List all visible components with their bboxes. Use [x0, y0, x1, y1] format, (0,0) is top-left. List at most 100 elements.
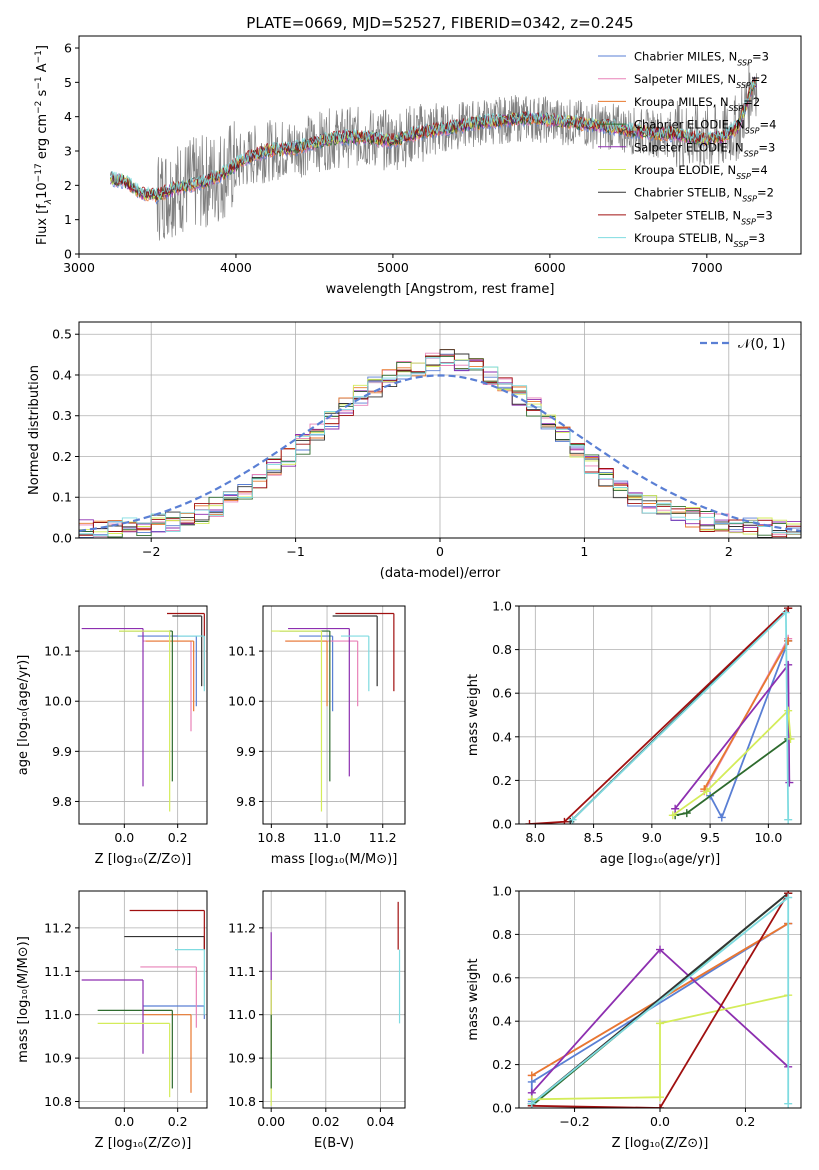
legend-suffix: =3 [752, 50, 769, 64]
x-tick-label: 11.2 [369, 830, 397, 845]
weight-point-marker [682, 809, 691, 818]
y-label-part: Flux [f [35, 204, 50, 245]
x-axis-label: (data-model)/error [380, 566, 501, 581]
x-tick-label: 9.5 [700, 830, 720, 845]
histogram-step [79, 357, 801, 538]
y-tick-label: 0.0 [492, 817, 512, 832]
y-axis-label: age [log₁₀(age/yr)] [16, 655, 31, 776]
legend-suffix: =2 [743, 95, 760, 109]
y-tick-label: 6 [64, 41, 72, 56]
y-tick-label: 10.8 [44, 1094, 72, 1109]
axes-frame [518, 605, 802, 825]
x-tick-label: 0.00 [257, 1114, 285, 1129]
x-tick-label: 8.5 [584, 830, 604, 845]
x-axis-label: Z [log₁₀(Z/Z⊙)] [95, 852, 192, 867]
y-label-part: s [35, 89, 50, 100]
y-tick-label: 0.6 [492, 970, 512, 985]
axes-frame [262, 890, 406, 1109]
y-tick-label: 0.4 [52, 367, 72, 382]
y-tick-label: 0.4 [492, 1014, 512, 1029]
x-tick-label: 0.0 [114, 1114, 134, 1129]
legend-subscript: SSP [736, 81, 751, 90]
legend-label: 𝒩(0, 1) [738, 337, 785, 352]
legend-label: Kroupa MILES, NSSP=2 [634, 95, 760, 113]
weight-point-marker [527, 1099, 536, 1108]
x-axis-label: wavelength [Angstrom, rest frame] [326, 282, 555, 297]
weight-point-marker [527, 1071, 536, 1080]
legend-suffix: =3 [756, 208, 773, 222]
y-tick-label: 11.1 [44, 964, 72, 979]
weight-point-marker [656, 1093, 664, 1102]
weight-series-line [571, 610, 790, 821]
y-tick-label: 3 [64, 144, 72, 159]
age-vs-metallicity-panel: 0.0 0.2 9.8 9.9 10.0 10.1 Z [log₁₀(Z/Z⊙)] age [… [16, 605, 208, 867]
legend-label: Chabrier MILES, NSSP=3 [634, 50, 769, 68]
weight-series-line [703, 640, 789, 790]
x-axis-label: Z [log₁₀(Z/Z⊙)] [95, 1136, 192, 1151]
histogram-area [79, 349, 801, 538]
y-tick-label: 9.9 [236, 744, 256, 759]
axes-frame [78, 890, 208, 1109]
x-tick-label: 2 [725, 544, 733, 559]
x-tick-label: 0.2 [168, 830, 188, 845]
y-tick-label: 0.0 [492, 1101, 512, 1116]
y-tick-label: 10.1 [44, 644, 72, 659]
weight-point-marker [656, 945, 664, 954]
spectrum-plot-area [110, 62, 758, 241]
weight-series-line [529, 607, 789, 824]
weight-series-line [674, 738, 789, 817]
weight-point-marker [656, 1019, 664, 1028]
weight-series-line [531, 892, 789, 1108]
axes-frame [78, 35, 802, 255]
x-tick-label: −2 [142, 544, 160, 559]
y-tick-label: 1.0 [492, 599, 512, 614]
y-tick-label: 10.9 [228, 1051, 256, 1066]
residuals-panel: −2 −1 0 1 2 0.0 0.1 0.2 0.3 0.4 0.5 (data-model)/er… [27, 321, 802, 581]
model-spectrum-line [110, 81, 757, 199]
legend-subscript: SSP [737, 58, 752, 67]
y-label-part: A [35, 63, 50, 76]
legend-label: Salpeter STELIB, NSSP=3 [634, 208, 773, 226]
weight-point-marker [784, 1099, 793, 1108]
y-tick-label: 11.2 [228, 920, 256, 935]
y-tick-label: 11.0 [228, 1007, 256, 1022]
x-tick-label: 0.2 [168, 1114, 188, 1129]
y-tick-label: 0.1 [52, 490, 72, 505]
weight-point-marker [656, 1104, 664, 1108]
legend-label: Chabrier ELODIE, NSSP=4 [634, 118, 776, 136]
errorbar-area [81, 612, 205, 812]
x-tick-label: −1 [286, 544, 304, 559]
normal-distribution-curve [79, 374, 801, 532]
weight-point-marker [784, 706, 793, 715]
y-label-part: −2 [34, 101, 44, 114]
y-tick-label: 10.1 [228, 644, 256, 659]
legend-label: Salpeter ELODIE, NSSP=3 [634, 140, 775, 158]
x-tick-label: 10.8 [257, 830, 285, 845]
y-label-part: −1 [34, 76, 44, 89]
x-tick-label: 0.2 [736, 1114, 756, 1129]
y-tick-label: 10.0 [228, 694, 256, 709]
x-axis-label: age [log₁₀(age/yr)] [600, 852, 721, 867]
x-axis-label: E(B-V) [314, 1136, 354, 1151]
y-tick-label: 0 [64, 247, 72, 262]
y-tick-label: 1 [64, 212, 72, 227]
legend-subscript: SSP [744, 149, 759, 158]
y-label-part: 10 [35, 182, 50, 199]
y-tick-label: 9.9 [52, 744, 72, 759]
x-tick-label: 1 [580, 544, 588, 559]
legend-label: Salpeter MILES, NSSP=2 [634, 72, 768, 90]
y-label-part: λ [44, 199, 54, 205]
weight-point-marker [784, 815, 793, 824]
x-tick-label: 3000 [63, 260, 95, 275]
y-axis-label: mass weight [466, 674, 481, 756]
y-label-part: erg cm [35, 114, 50, 163]
axes-frame [78, 321, 802, 539]
y-tick-label: 11.0 [44, 1007, 72, 1022]
legend-subscript: SSP [742, 194, 757, 203]
weight-series-line [672, 708, 792, 817]
y-tick-label: 0.2 [492, 1057, 512, 1072]
weight-point-marker [717, 813, 726, 822]
y-tick-label: 0.8 [492, 642, 512, 657]
x-tick-label: 11.0 [313, 830, 341, 845]
weight-point-marker [702, 787, 711, 796]
